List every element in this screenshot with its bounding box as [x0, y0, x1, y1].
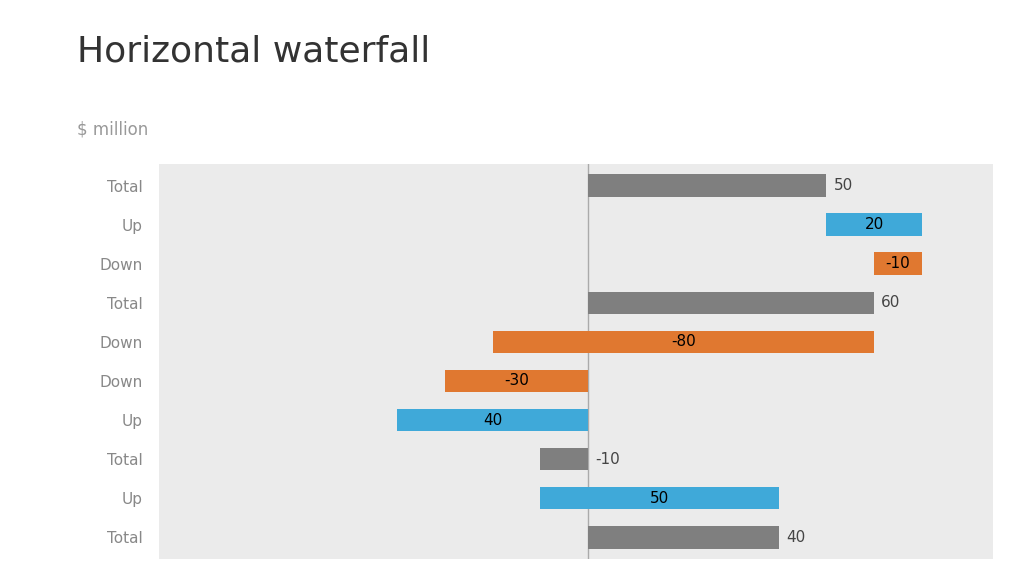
Text: -10: -10	[886, 256, 910, 271]
Bar	[826, 213, 922, 236]
Bar	[397, 409, 588, 431]
Text: 40: 40	[483, 412, 502, 427]
Text: 60: 60	[882, 295, 900, 310]
Text: Horizontal waterfall: Horizontal waterfall	[77, 35, 430, 69]
Text: 50: 50	[834, 178, 853, 193]
Bar	[541, 448, 588, 471]
Bar	[493, 331, 874, 353]
Bar	[588, 291, 874, 314]
Bar	[444, 370, 588, 392]
Bar	[588, 526, 778, 548]
Text: -10: -10	[595, 452, 620, 467]
Text: -30: -30	[504, 373, 528, 388]
Bar	[588, 175, 826, 197]
Text: 40: 40	[785, 530, 805, 545]
Bar	[874, 252, 922, 275]
Text: $ million: $ million	[77, 121, 148, 139]
Bar	[541, 487, 778, 510]
Text: -80: -80	[671, 335, 695, 350]
Text: 20: 20	[864, 217, 884, 232]
Text: 50: 50	[650, 491, 669, 506]
